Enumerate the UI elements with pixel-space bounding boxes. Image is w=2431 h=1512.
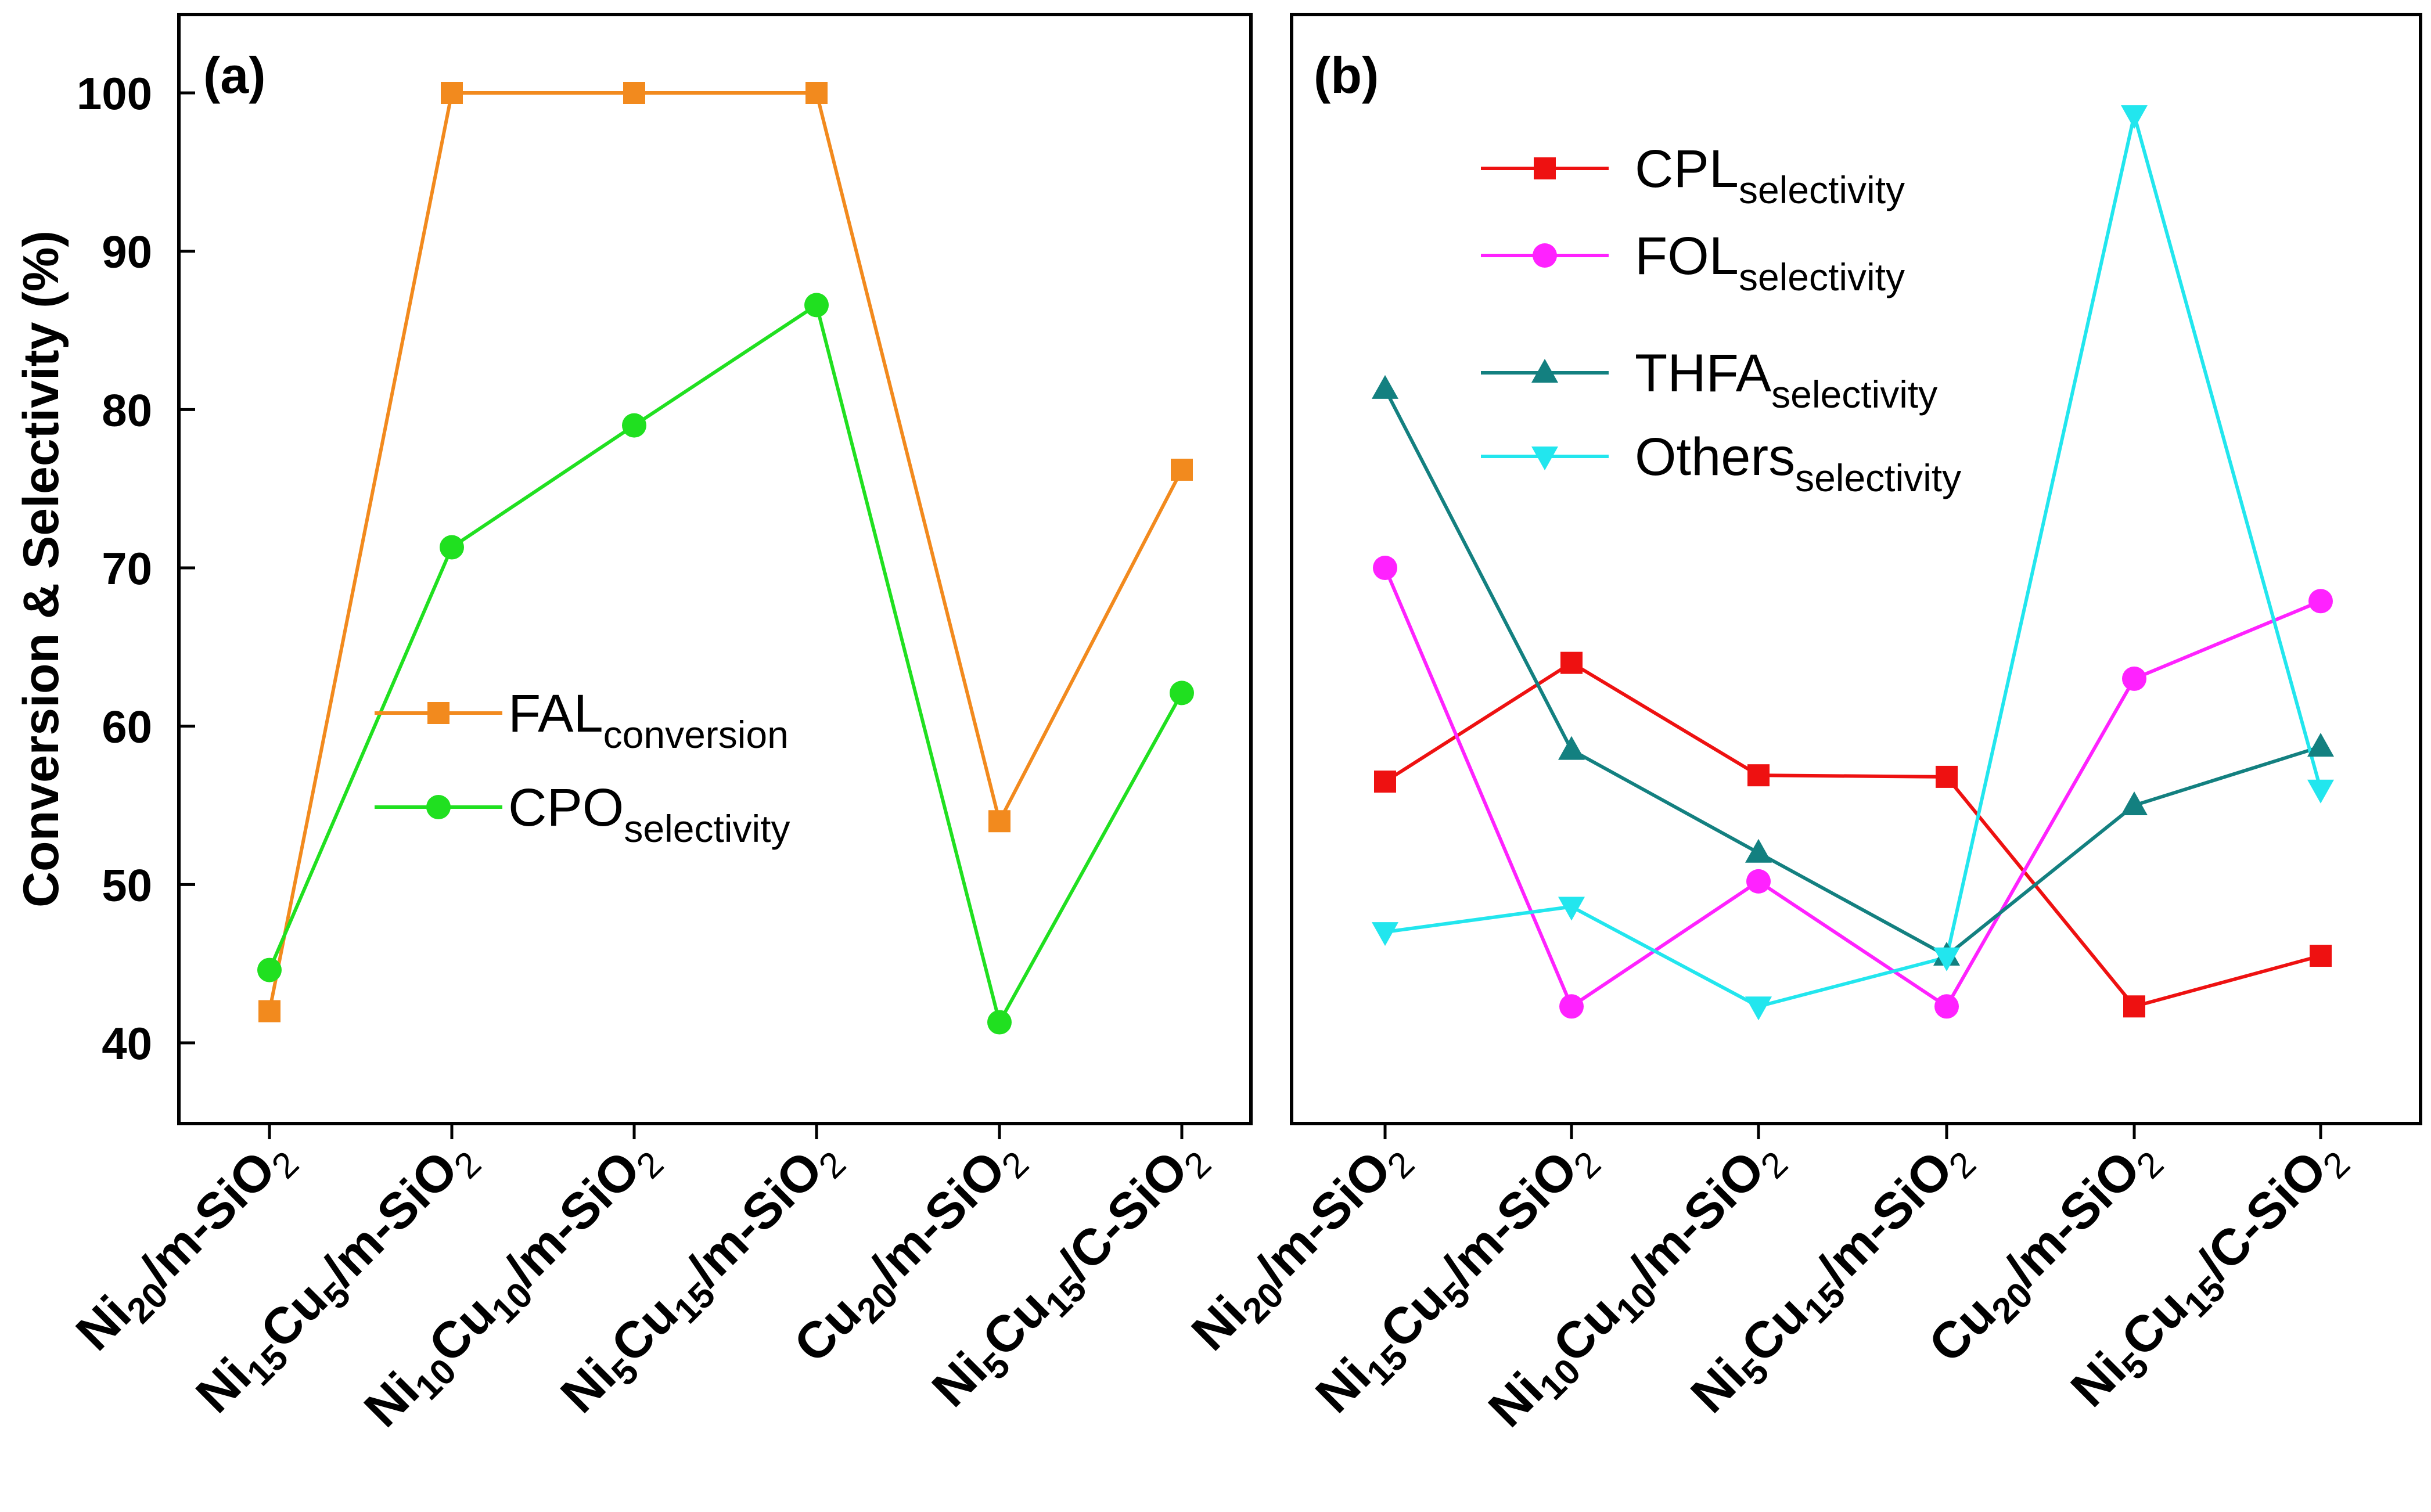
panel-a-point-fal [805,82,828,104]
panel-b-point-thfa [1372,375,1398,399]
panel-b-point-cpl [2310,945,2332,967]
panel-b-series-line-thfa [1383,388,2321,958]
legend-marker-thfa [1531,359,1558,383]
panel-a-point-cpo [257,957,282,982]
legend-label-thfa: THFAselectivity [1635,344,1937,416]
panel-b-label: (b) [1314,46,1379,104]
panel-b-point-fol [2308,589,2333,614]
panel-b-point-others [1372,922,1398,946]
panel-a-y-axis-title: Conversion & Selectivity (%) [13,231,69,908]
legend-label-fol: FOLselectivity [1635,226,1905,298]
panel-b-point-others [2121,105,2148,129]
panel-b-point-cpl [1374,771,1396,793]
panel-a-point-cpo [622,413,646,438]
panel-a-series-line-cpo [268,302,1184,1027]
panel-b-point-thfa [1558,736,1585,760]
panel-b-point-cpl [1560,651,1583,674]
panel-a-y-axis: 40 50 60 70 80 90 100 [77,68,195,1069]
panel-b-point-cpl [2123,995,2145,1018]
panel-a-point-fal [1171,458,1193,481]
legend-label-cpl: CPLselectivity [1635,139,1905,211]
panel-a-point-fal [441,82,463,104]
legend-marker-others [1531,447,1558,470]
panel-b-point-others [1933,947,1960,971]
panel-b-point-thfa [1745,838,1772,863]
panel-a-y-tick-label: 50 [102,859,152,910]
panel-a-point-fal [623,82,645,104]
panel-b-series [1372,105,2334,1021]
panel-a-point-cpo [804,293,829,318]
legend-marker-cpo [426,795,451,819]
panel-a-y-tick-label: 60 [102,701,152,753]
legend-marker-fol [1533,243,1557,268]
legend-marker-fal [427,702,449,724]
panel-a-series [257,82,1194,1035]
panel-b-point-fol [2122,666,2146,691]
panel-b-point-others [2307,779,2334,804]
panel-b-point-fol [1373,556,1397,580]
panel-b-point-fol [1746,869,1771,894]
panel-a-legend: FALconversion CPOselectivity [375,684,790,850]
panel-b-point-thfa [2307,733,2334,757]
panel-a-y-tick-label: 70 [102,543,152,594]
panel-a-label: (a) [203,46,266,104]
panel-b-point-thfa [2121,791,2148,815]
legend-label-fal: FALconversion [508,684,789,756]
panel-b-series-line-cpl [1384,661,2321,1009]
panel-a-point-cpo [440,535,464,560]
panel-a-point-fal [988,810,1010,833]
panel-b-series-line-others [1384,114,2322,1009]
legend-marker-cpl [1534,157,1556,179]
panel-b-series-line-fol [1383,567,2322,1009]
panel-a-point-cpo [987,1010,1012,1035]
panel-b-point-fol [1934,994,1959,1019]
panel-a-point-cpo [1170,681,1194,705]
panel-b-point-others [1558,897,1585,921]
legend-label-others: Othersselectivity [1635,427,1961,499]
panel-b-point-cpl [1747,764,1770,787]
panel-a-y-tick-label: 80 [102,384,152,435]
panel-b-frame [1290,13,2422,1125]
panel-a-y-tick-label: 40 [102,1018,152,1069]
panel-a-series-line-fal [268,91,1184,1012]
legend-label-cpo: CPOselectivity [508,778,790,850]
panel-b-point-cpl [1936,765,1958,788]
panel-b-point-fol [1559,994,1584,1019]
panel-b-legend: CPLselectivity FOLselectivity THFAselectiv… [1481,139,1961,499]
panel-b-point-others [1745,996,1772,1021]
panel-a-y-tick-label: 100 [77,68,152,119]
panel-a-y-tick-label: 90 [102,226,152,278]
panel-a-point-fal [258,1000,280,1023]
